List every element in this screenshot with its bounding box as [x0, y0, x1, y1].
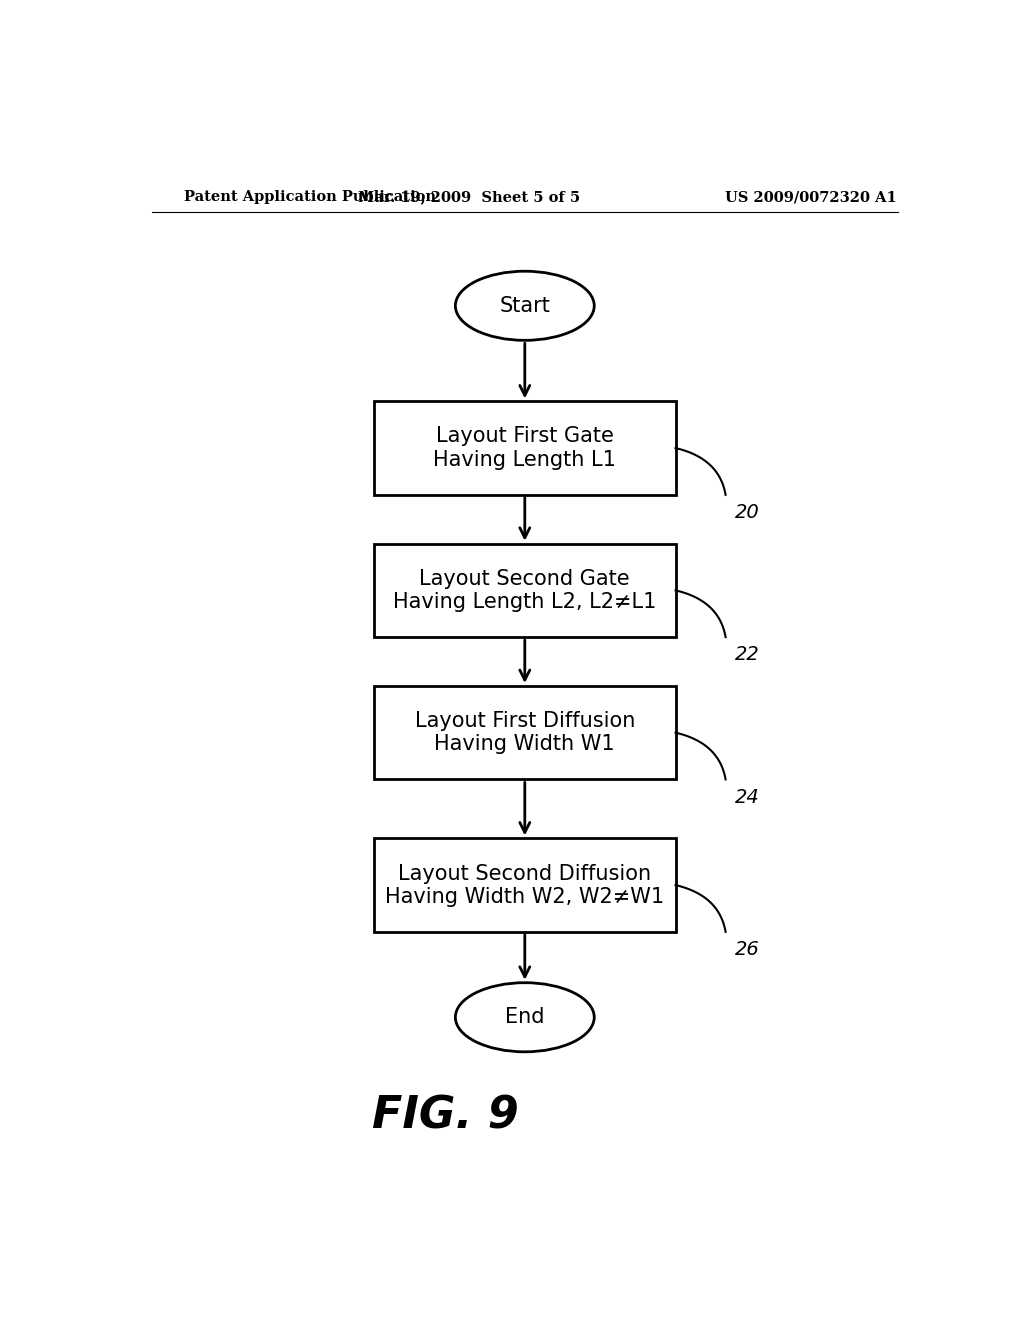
Text: 22: 22	[735, 645, 760, 664]
Text: Mar. 19, 2009  Sheet 5 of 5: Mar. 19, 2009 Sheet 5 of 5	[358, 190, 581, 205]
Text: US 2009/0072320 A1: US 2009/0072320 A1	[725, 190, 896, 205]
Ellipse shape	[456, 982, 594, 1052]
Text: Start: Start	[500, 296, 550, 315]
Text: Layout First Gate
Having Length L1: Layout First Gate Having Length L1	[433, 426, 616, 470]
Text: End: End	[505, 1007, 545, 1027]
Ellipse shape	[456, 271, 594, 341]
Text: FIG. 9: FIG. 9	[372, 1094, 519, 1138]
Text: 24: 24	[735, 788, 760, 807]
FancyBboxPatch shape	[374, 838, 676, 932]
Text: 20: 20	[735, 503, 760, 521]
Text: Layout Second Gate
Having Length L2, L2≠L1: Layout Second Gate Having Length L2, L2≠…	[393, 569, 656, 612]
Text: Patent Application Publication: Patent Application Publication	[183, 190, 435, 205]
FancyBboxPatch shape	[374, 544, 676, 638]
FancyBboxPatch shape	[374, 401, 676, 495]
FancyBboxPatch shape	[374, 686, 676, 779]
Text: 26: 26	[735, 940, 760, 960]
Text: Layout First Diffusion
Having Width W1: Layout First Diffusion Having Width W1	[415, 711, 635, 754]
Text: Layout Second Diffusion
Having Width W2, W2≠W1: Layout Second Diffusion Having Width W2,…	[385, 863, 665, 907]
